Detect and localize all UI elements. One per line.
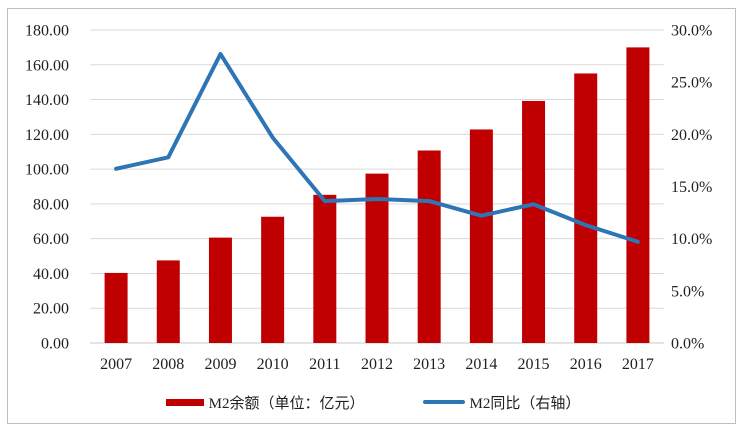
x-axis-tick-label: 2012	[361, 356, 393, 373]
line-series-swatch	[422, 400, 465, 404]
x-axis-tick-label: 2017	[622, 356, 654, 373]
bar-2011	[313, 194, 337, 343]
bar-2014	[469, 129, 493, 343]
bar-2009	[208, 237, 232, 343]
x-axis-tick-label: 2010	[257, 356, 289, 373]
bar-2013	[417, 150, 441, 343]
bar-2017	[626, 47, 650, 344]
right-axis-tick-label: 20.0%	[671, 127, 712, 144]
x-axis-tick-label: 2008	[152, 356, 184, 373]
left-axis-tick-label: 0.00	[41, 336, 69, 353]
m2-yoy-line	[114, 51, 640, 244]
left-axis-tick-label: 160.00	[25, 57, 69, 74]
right-axis-tick-label: 25.0%	[671, 75, 712, 92]
left-axis-tick-label: 120.00	[25, 127, 69, 144]
bar-2007	[104, 272, 128, 343]
right-axis-tick-label: 5.0%	[671, 283, 704, 300]
x-axis-tick-label: 2015	[518, 356, 550, 373]
left-axis-tick-label: 40.00	[33, 266, 69, 283]
left-axis-tick-label: 60.00	[33, 231, 69, 248]
x-axis-tick-label: 2009	[204, 356, 236, 373]
left-axis-tick-label: 20.00	[33, 301, 69, 318]
left-axis-tick-label: 80.00	[33, 196, 69, 213]
x-axis-tick-label: 2007	[100, 356, 132, 373]
right-axis-tick-label: 15.0%	[671, 179, 712, 196]
bar-2010	[261, 216, 285, 343]
legend-label-m2-yoy: M2同比（右轴）	[469, 395, 581, 412]
left-axis-tick-label: 140.00	[25, 92, 69, 109]
right-axis-tick-label: 10.0%	[671, 231, 712, 248]
right-axis-tick-label: 30.0%	[671, 23, 712, 40]
legend-item-m2-yoy: M2同比（右轴）	[422, 392, 581, 413]
bar-2015	[522, 100, 546, 344]
legend-label-m2-balance: M2余额（单位：亿元）	[208, 395, 365, 412]
bar-series-swatch	[165, 398, 204, 406]
right-axis-tick-label: 0.0%	[671, 336, 704, 353]
x-axis-tick-label: 2011	[309, 356, 340, 373]
left-axis-tick-label: 180.00	[25, 23, 69, 40]
x-axis-tick-label: 2014	[465, 356, 497, 373]
legend: M2余额（单位：亿元） M2同比（右轴）	[0, 389, 746, 415]
bar-2008	[156, 260, 180, 343]
x-axis-tick-label: 2013	[413, 356, 445, 373]
bar-2016	[574, 73, 598, 343]
bar-2012	[365, 173, 389, 343]
left-axis-tick-label: 100.00	[25, 162, 69, 179]
legend-item-m2-balance: M2余额（单位：亿元）	[165, 392, 365, 413]
x-axis-tick-label: 2016	[570, 356, 602, 373]
